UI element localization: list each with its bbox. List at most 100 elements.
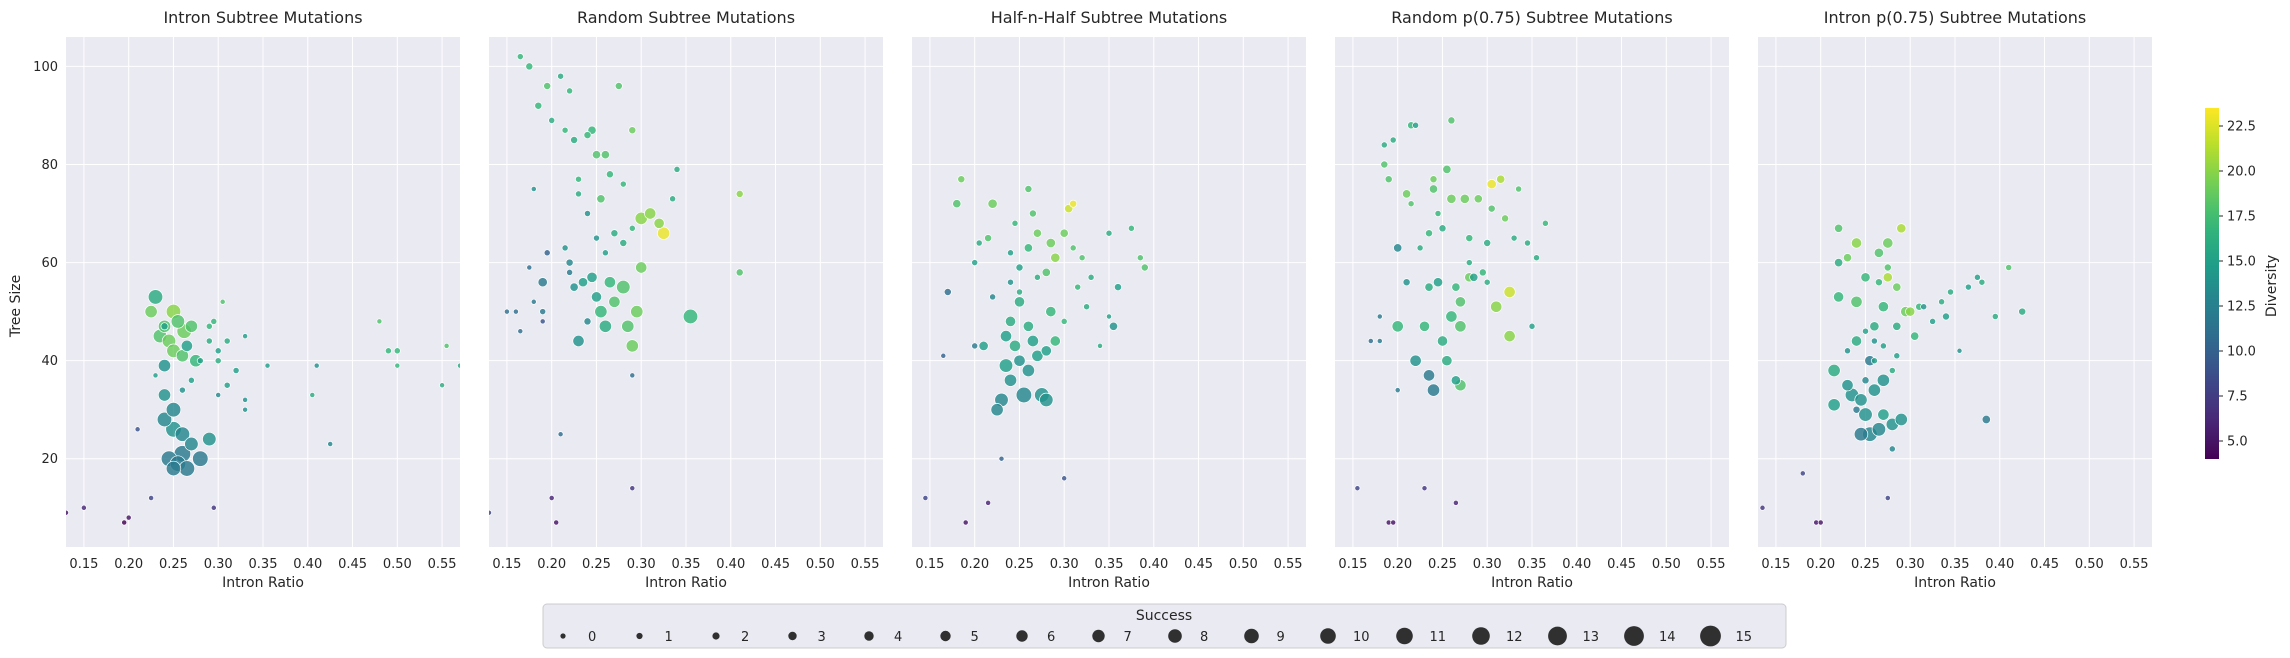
scatter-point (1490, 300, 1503, 313)
x-tick-label: 0.15 (1761, 557, 1790, 572)
scatter-point (657, 226, 671, 240)
scatter-point (1416, 244, 1424, 252)
scatter-point (214, 357, 222, 365)
scatter-point (962, 519, 969, 526)
scatter-point (1454, 296, 1466, 308)
scatter-point (543, 82, 552, 90)
scatter-point (999, 330, 1013, 343)
scatter-point (682, 308, 699, 325)
x-tick-label: 0.30 (627, 557, 656, 572)
x-tick-label: 0.45 (338, 557, 367, 572)
scatter-point (1367, 338, 1374, 344)
scatter-point (1510, 234, 1518, 242)
x-tick-label: 0.35 (672, 557, 701, 572)
scatter-point (148, 495, 155, 501)
x-tick-label: 0.15 (1338, 557, 1367, 572)
scatter-point (205, 322, 213, 330)
scatter-point (1026, 334, 1039, 348)
scatter-point (1942, 312, 1950, 321)
scatter-point (1841, 379, 1854, 392)
x-tick-label: 0.50 (383, 557, 412, 572)
scatter-point (565, 258, 574, 267)
scatter-point (1391, 320, 1404, 333)
scatter-point (543, 249, 551, 257)
scatter-point (1412, 121, 1420, 129)
scatter-point (610, 229, 619, 238)
scatter-point (1870, 337, 1878, 345)
scatter-point (584, 210, 591, 217)
x-tick-label: 0.35 (1095, 557, 1124, 572)
legend-marker (1700, 625, 1721, 647)
scatter-point (184, 436, 199, 452)
scatter-point (192, 450, 209, 467)
scatter-point (1421, 485, 1428, 492)
x-tick-label: 0.15 (492, 557, 521, 572)
scatter-point (537, 277, 548, 288)
legend-marker (1168, 629, 1182, 643)
scatter-point (1011, 219, 1019, 227)
scatter-point (625, 339, 639, 353)
scatter-point (1860, 272, 1871, 283)
scatter-point (1114, 283, 1122, 292)
scatter-point (517, 328, 524, 335)
scatter-point (952, 199, 962, 209)
x-tick-label: 0.50 (806, 557, 835, 572)
scatter-point (1407, 200, 1415, 208)
scatter-point (223, 337, 231, 345)
scatter-point (1069, 199, 1078, 208)
scatter-point (1087, 273, 1095, 281)
y-tick-label: 20 (41, 452, 58, 467)
scatter-point (586, 271, 598, 283)
x-tick-label: 0.40 (716, 557, 745, 572)
scatter-point (1436, 335, 1449, 347)
scatter-point (1441, 355, 1453, 367)
scatter-point (940, 352, 947, 359)
scatter-point (575, 175, 582, 183)
scatter-point (1515, 185, 1523, 193)
scatter-point (1862, 327, 1869, 335)
scatter-point (1879, 342, 1887, 350)
panel-2: 0.15 0.20 0.25 0.30 0.35 0.40 0.45 0.50 0.55 Rand… (489, 8, 883, 591)
scatter-point (1869, 321, 1880, 332)
scatter-point (1834, 223, 1844, 233)
colorbar-tick-label: 17.5 (2227, 210, 2256, 225)
scatter-point (503, 308, 510, 315)
scatter-point (735, 268, 744, 277)
scatter-point (1016, 288, 1023, 296)
scatter-point (998, 455, 1005, 462)
scatter-point (1465, 234, 1474, 243)
scatter-point (1032, 228, 1042, 238)
scatter-point (1854, 393, 1868, 407)
scatter-point (569, 282, 579, 292)
x-tick-label: 0.55 (1697, 557, 1726, 572)
scatter-point (1528, 322, 1536, 330)
scatter-point (1140, 263, 1149, 272)
scatter-point (1003, 373, 1018, 387)
legend-marker (1624, 626, 1644, 646)
scatter-point (1892, 282, 1902, 292)
scatter-point (443, 342, 450, 349)
scatter-point (1040, 345, 1052, 357)
scatter-point (1074, 283, 1082, 291)
scatter-point (978, 340, 989, 351)
scatter-point (1393, 243, 1403, 253)
x-tick-label: 0.15 (69, 557, 98, 572)
scatter-point (628, 224, 636, 232)
scatter-point (1108, 321, 1119, 331)
x-axis-label: Intron Ratio (222, 575, 304, 591)
legend-marker (940, 630, 951, 642)
scatter-point (616, 279, 631, 295)
panel-4: 0.15 0.20 0.25 0.30 0.35 0.40 0.45 0.50 0.55 Rand… (1335, 8, 1729, 591)
panel-1: 0.15 0.20 0.25 0.30 0.35 0.40 0.45 0.50 0.55 20 40… (33, 8, 460, 591)
x-tick-label: 0.40 (1562, 557, 1591, 572)
scatter-point (1867, 383, 1881, 397)
scatter-point (134, 426, 141, 433)
scatter-point (1929, 317, 1937, 325)
scatter-point (1045, 237, 1056, 249)
scatter-point (264, 362, 271, 369)
colorbar-tick-label: 15.0 (2227, 255, 2256, 270)
legend-marker (1092, 629, 1105, 643)
scatter-point (957, 175, 966, 184)
scatter-point (1871, 422, 1887, 437)
scatter-point (971, 342, 979, 350)
